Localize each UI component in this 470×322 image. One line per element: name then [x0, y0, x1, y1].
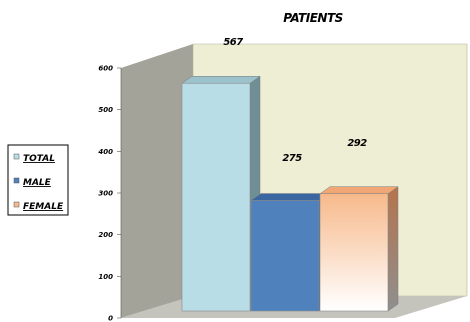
y-tick-label: 100 — [98, 273, 113, 281]
y-tick-label: 300 — [98, 190, 113, 198]
bar-female-front — [319, 193, 389, 312]
chart-side-wall — [121, 44, 193, 318]
y-tick-label: 500 — [98, 106, 113, 114]
legend-swatch-total — [13, 153, 20, 160]
bar-total — [181, 75, 261, 312]
chart-title: PATIENTS — [283, 11, 343, 25]
bar-total-front — [181, 82, 251, 312]
y-tick-label: 0 — [108, 315, 113, 322]
bar-series — [181, 75, 399, 312]
bar-male — [250, 193, 330, 312]
data-labels: 567 275 292 — [223, 37, 367, 164]
legend-swatch-female — [13, 201, 20, 208]
data-label-male: 275 — [282, 153, 302, 164]
bar-female-side — [387, 186, 399, 312]
data-label-total: 567 — [223, 37, 243, 48]
y-tick-label: 400 — [98, 148, 113, 156]
y-tick-label: 200 — [98, 231, 113, 239]
legend-label-total: TOTAL — [23, 154, 55, 164]
legend-swatch-male — [13, 177, 20, 184]
bar-female — [319, 186, 399, 312]
bar-male-front — [250, 200, 320, 312]
legend: TOTAL MALE FEMALE — [7, 144, 69, 216]
bar-male-top — [250, 193, 330, 201]
legend-label-female: FEMALE — [23, 202, 64, 212]
legend-label-male: MALE — [23, 178, 52, 188]
bar-female-top — [319, 186, 399, 194]
bar-total-top — [181, 76, 261, 84]
y-axis: 0 100 200 300 400 500 600 — [98, 65, 122, 322]
data-label-female: 292 — [347, 138, 367, 149]
y-tick-label: 600 — [98, 65, 113, 73]
